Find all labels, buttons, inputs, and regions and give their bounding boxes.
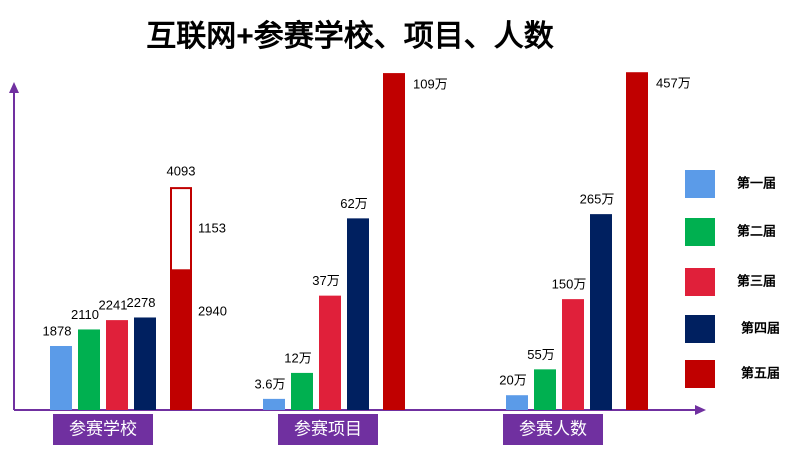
legend-label: 第四届 <box>741 320 780 335</box>
bar <box>347 218 369 410</box>
value-label: 55万 <box>527 347 554 362</box>
bar <box>170 270 192 410</box>
y-axis-arrow <box>9 82 19 93</box>
legend-label: 第五届 <box>741 365 780 380</box>
value-label: 2278 <box>127 295 156 310</box>
group-label-box <box>503 414 603 445</box>
value-label: 3.6万 <box>254 376 285 391</box>
x-axis-arrow <box>695 405 706 415</box>
bar <box>562 299 584 410</box>
group-label: 参赛学校 <box>69 418 137 438</box>
legend-label: 第一届 <box>737 175 776 190</box>
value-label: 109万 <box>413 77 448 92</box>
bar <box>263 398 285 410</box>
value-label: 62万 <box>340 196 367 211</box>
bar <box>590 214 612 410</box>
segment-label: 1153 <box>198 221 226 236</box>
bar <box>534 369 556 410</box>
value-label: 12万 <box>284 350 311 365</box>
value-label: 2940 <box>198 304 227 319</box>
legend-label: 第二届 <box>737 223 776 238</box>
bar <box>319 295 341 410</box>
bar <box>134 317 156 410</box>
bar <box>106 320 128 410</box>
legend-swatch <box>685 315 715 343</box>
bar <box>291 372 313 410</box>
group-label-box <box>278 414 378 445</box>
value-label: 2110 <box>71 307 99 322</box>
value-label: 457万 <box>656 76 691 91</box>
bar <box>626 72 648 410</box>
bar <box>78 329 100 410</box>
value-label: 150万 <box>552 277 587 292</box>
legend-swatch <box>685 268 715 296</box>
bar <box>50 345 72 410</box>
total-label: 4093 <box>167 164 196 179</box>
legend-swatch <box>685 360 715 388</box>
value-label: 2241 <box>99 298 128 313</box>
group-label: 参赛人数 <box>519 418 587 438</box>
value-label: 37万 <box>312 273 339 288</box>
legend-label: 第三届 <box>737 273 776 288</box>
outlined-segment <box>170 187 192 272</box>
bar <box>506 395 528 410</box>
bar <box>383 73 405 410</box>
legend-swatch <box>685 170 715 198</box>
value-label: 265万 <box>580 192 615 207</box>
value-label: 20万 <box>499 373 526 388</box>
group-label: 参赛项目 <box>294 418 362 438</box>
chart-title: 互联网+参赛学校、项目、人数 <box>146 19 555 53</box>
value-label: 1878 <box>43 323 72 338</box>
group-label-box <box>53 414 153 445</box>
legend-swatch <box>685 218 715 246</box>
